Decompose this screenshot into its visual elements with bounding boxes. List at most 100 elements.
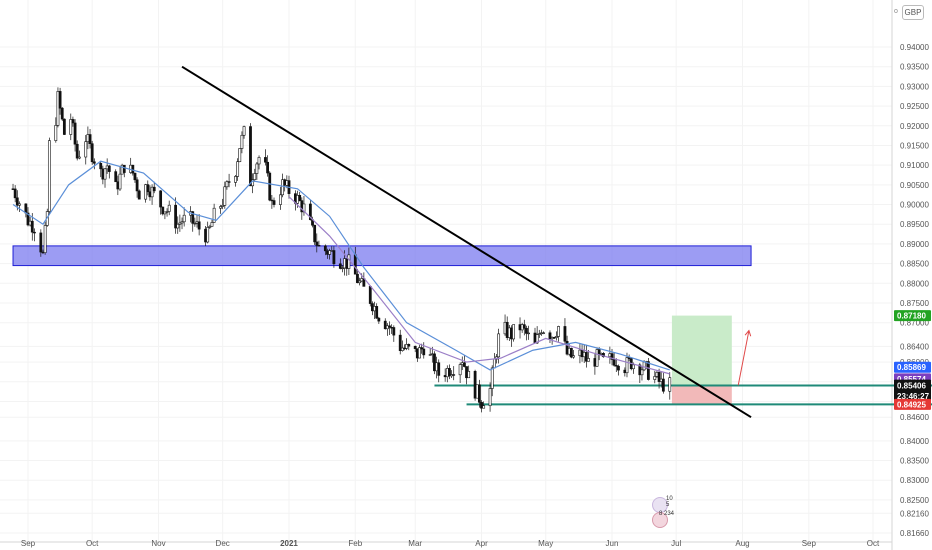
candle-body	[668, 377, 672, 392]
y-tick-label: 0.92500	[900, 102, 929, 111]
candle-body	[43, 225, 47, 253]
candle-body	[219, 206, 222, 209]
candle-body	[236, 161, 240, 177]
candle-body	[458, 364, 462, 376]
candle-body	[625, 357, 629, 374]
candle-body	[167, 204, 171, 212]
candle-body	[281, 179, 284, 196]
x-tick-label: Sep	[802, 539, 817, 548]
candle-body	[522, 324, 526, 329]
candle-body	[18, 203, 21, 206]
price-badge-countdown: 23:46:27	[897, 392, 930, 401]
x-tick-label: Sep	[21, 539, 36, 548]
x-tick-label: Apr	[475, 539, 488, 548]
candle-body	[420, 347, 424, 350]
candle-body	[480, 402, 483, 409]
candle-body	[418, 347, 421, 359]
economic-events-marker[interactable]: 10 5 8 234	[648, 495, 676, 531]
candle-body	[180, 221, 184, 224]
candle-body	[332, 250, 336, 265]
x-tick-label: May	[538, 539, 553, 548]
y-tick-label: 0.89000	[900, 240, 929, 249]
candle-body	[463, 362, 466, 367]
candle-body	[572, 355, 575, 358]
candle-body	[377, 317, 381, 322]
price-badge	[894, 379, 931, 402]
candle-body	[433, 353, 436, 372]
candle-body	[225, 181, 229, 188]
y-tick-label: 0.83500	[900, 457, 929, 466]
x-tick-label: 2021	[280, 539, 298, 548]
y-tick-label: 0.84000	[900, 437, 929, 446]
currency-prefix: o	[894, 8, 898, 15]
candle-body	[174, 204, 178, 229]
x-tick-label: Oct	[86, 539, 99, 548]
y-tick-label: 0.87000	[900, 319, 929, 328]
candle-body	[176, 223, 180, 229]
candle-body	[206, 227, 210, 243]
candle-body	[26, 212, 30, 226]
x-tick-label: Jul	[671, 539, 681, 548]
candle-body	[191, 211, 195, 224]
candle-body	[632, 364, 635, 370]
price-badge	[894, 310, 931, 322]
candle-body	[383, 320, 387, 330]
price-badge	[894, 398, 931, 410]
x-tick-label: Feb	[348, 539, 362, 548]
x-tick-label: Jun	[606, 539, 619, 548]
candle-body	[400, 347, 404, 351]
candle-body	[482, 405, 486, 409]
candle-body	[266, 161, 269, 174]
candle-body	[512, 324, 516, 340]
price-badge-label: 0.84925	[897, 400, 926, 409]
candle-body	[182, 214, 186, 223]
candle-body	[565, 340, 569, 355]
candle-body	[617, 365, 620, 371]
candle-body	[323, 245, 327, 252]
currency-button[interactable]: GBP	[902, 5, 924, 20]
candle-body	[24, 203, 28, 214]
candle-body	[341, 267, 344, 270]
candle-body	[77, 156, 81, 159]
candle-body	[368, 286, 372, 304]
event-flag-icon[interactable]	[652, 512, 668, 528]
y-tick-label: 0.87500	[900, 299, 929, 308]
candle-body	[62, 118, 66, 135]
candle-body	[525, 327, 528, 334]
candle-body	[264, 157, 267, 163]
candle-body	[163, 211, 167, 215]
candle-body	[242, 126, 246, 136]
candle-body	[92, 161, 96, 164]
y-tick-label: 0.91000	[900, 161, 929, 170]
price-badge-label: 0.85406	[897, 381, 926, 390]
x-tick-label: Nov	[151, 539, 165, 548]
candle-body	[152, 186, 156, 192]
candle-body	[353, 254, 357, 275]
candle-body	[221, 205, 225, 207]
candle-body	[646, 361, 650, 380]
candle-body	[347, 254, 351, 269]
candle-body	[133, 172, 137, 181]
candle-body	[612, 359, 616, 366]
candle-body	[308, 203, 312, 221]
candle-body	[210, 222, 214, 227]
candle-body	[99, 163, 103, 170]
candle-body	[60, 107, 64, 120]
candle-body	[197, 221, 201, 230]
candle-body	[257, 157, 261, 165]
candle-body	[477, 384, 481, 403]
candle-body	[392, 327, 396, 336]
x-tick-label: Aug	[735, 539, 749, 548]
candle-body	[107, 165, 111, 172]
candle-body	[54, 125, 58, 141]
candle-body	[227, 181, 231, 183]
candle-body	[131, 164, 135, 174]
candle-body	[587, 358, 590, 362]
supply-zone	[12, 245, 752, 267]
candle-body	[614, 365, 618, 367]
y-tick-label: 0.89500	[900, 220, 929, 229]
price-badge	[894, 361, 931, 373]
candle-body	[178, 222, 182, 225]
candle-body	[661, 378, 665, 392]
